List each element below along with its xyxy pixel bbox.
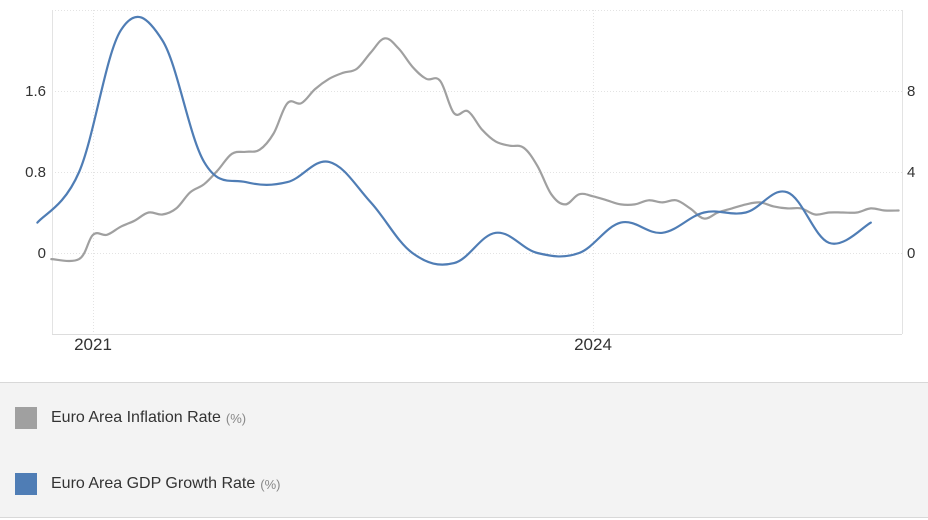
series-line-inflation [50,37,900,263]
grid-lines [52,10,903,335]
axis-labels: 0 0.8 1.6 0 4 8 2021 2024 [25,83,915,354]
legend-item-inflation[interactable]: Euro Area Inflation Rate (%) [15,407,246,429]
legend-label-inflation: Euro Area Inflation Rate [51,409,221,426]
legend: Euro Area Inflation Rate (%) Euro Area G… [0,382,928,518]
y-right-tick-label: 0 [907,245,915,262]
series-line-gdp [36,15,872,266]
y-left-tick-label: 1.6 [25,83,46,100]
legend-item-gdp[interactable]: Euro Area GDP Growth Rate (%) [15,473,280,495]
series-lines [36,15,900,266]
legend-unit-inflation: (%) [225,410,247,426]
y-left-tick-label: 0.8 [25,164,46,181]
legend-label-gdp: Euro Area GDP Growth Rate [51,475,256,492]
y-right-tick-label: 8 [907,83,915,100]
legend-unit-gdp: (%) [260,476,281,492]
y-left-tick-label: 0 [38,245,46,262]
line-chart: 0 0.8 1.6 0 4 8 2021 2024 [25,10,915,354]
legend-swatch-gdp [15,473,37,495]
legend-swatch-inflation [15,407,37,429]
x-tick-label: 2021 [74,335,112,354]
x-tick-label: 2024 [574,335,612,354]
chart-svg: 0 0.8 1.6 0 4 8 2021 2024 [25,10,915,354]
y-right-tick-label: 4 [907,164,915,181]
